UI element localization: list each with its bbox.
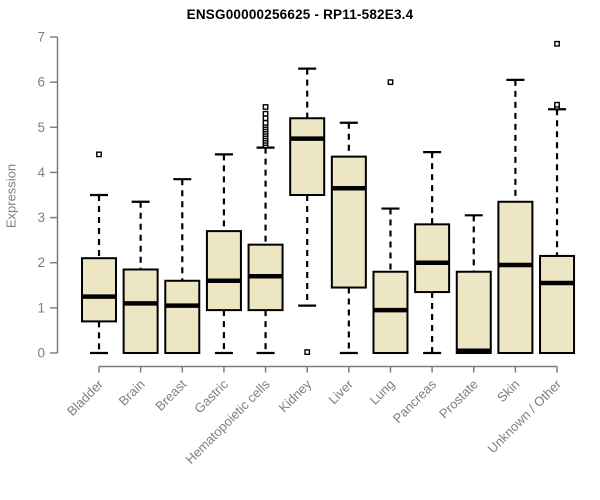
category-label: Unknown / Other bbox=[485, 376, 565, 456]
category-label: Brain bbox=[116, 377, 148, 409]
iqr-box bbox=[81, 257, 117, 323]
category-label: Pancreas bbox=[390, 376, 440, 426]
y-tick-label: 1 bbox=[37, 300, 45, 315]
box-brain bbox=[122, 200, 159, 354]
iqr-box bbox=[497, 200, 534, 354]
iqr-box bbox=[414, 223, 451, 294]
category-label: Liver bbox=[325, 376, 356, 407]
box-kidney bbox=[289, 67, 326, 355]
box-skin bbox=[497, 78, 534, 354]
box-hematopoietic-cells bbox=[247, 104, 284, 355]
iqr-box bbox=[539, 254, 576, 354]
category-label: Gastric bbox=[191, 376, 231, 416]
category-label: Skin bbox=[494, 377, 522, 405]
category-label: Lung bbox=[367, 377, 398, 408]
y-tick-label: 5 bbox=[37, 120, 45, 135]
outlier-point bbox=[262, 119, 269, 126]
y-tick-label: 2 bbox=[37, 255, 45, 270]
category-label: Breast bbox=[152, 376, 189, 413]
iqr-box bbox=[164, 279, 201, 354]
box-gastric bbox=[205, 153, 242, 355]
box-unknown-other bbox=[539, 40, 576, 354]
box-pancreas bbox=[414, 151, 451, 355]
y-tick-label: 7 bbox=[37, 30, 45, 45]
box-bladder bbox=[81, 151, 117, 355]
iqr-box bbox=[289, 117, 326, 196]
outlier-point bbox=[304, 349, 311, 355]
category-label: Prostate bbox=[436, 377, 481, 422]
iqr-box bbox=[122, 268, 159, 354]
iqr-box bbox=[330, 155, 367, 289]
box-prostate bbox=[455, 214, 492, 354]
y-tick-label: 6 bbox=[37, 75, 45, 90]
iqr-box bbox=[205, 230, 242, 312]
category-label: Bladder bbox=[64, 376, 107, 419]
box-liver bbox=[330, 121, 367, 355]
category-label: Kidney bbox=[276, 376, 315, 415]
box-breast bbox=[164, 178, 201, 354]
y-tick-label: 0 bbox=[37, 346, 45, 361]
chart-title: ENSG00000256625 - RP11-582E3.4 bbox=[186, 7, 414, 22]
y-tick-label: 4 bbox=[37, 165, 45, 180]
box-lung bbox=[372, 79, 409, 354]
iqr-box bbox=[372, 270, 409, 354]
outlier-point bbox=[554, 40, 560, 47]
outlier-point bbox=[96, 151, 102, 158]
outlier-point bbox=[262, 115, 269, 122]
outlier-point bbox=[554, 101, 560, 108]
outlier-point bbox=[262, 104, 269, 110]
y-tick-label: 3 bbox=[37, 210, 45, 225]
outlier-point bbox=[387, 79, 394, 86]
outlier-point bbox=[262, 110, 269, 117]
iqr-box bbox=[455, 270, 492, 354]
